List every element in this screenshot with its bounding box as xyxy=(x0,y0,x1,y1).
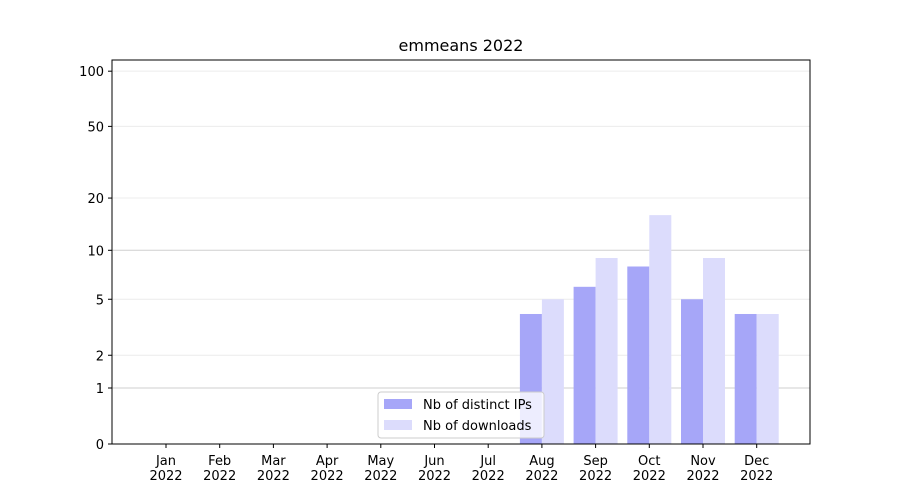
x-tick-label: Sep 2022 xyxy=(579,454,612,484)
x-tick-label: Jan 2022 xyxy=(149,454,182,484)
bar xyxy=(734,313,757,444)
y-tick-label: 2 xyxy=(96,349,104,364)
x-tick-label: Nov 2022 xyxy=(686,454,719,484)
x-tick-label: Dec 2022 xyxy=(740,454,773,484)
y-tick-label: 1 xyxy=(96,382,104,397)
y-tick-label: 5 xyxy=(96,293,104,308)
bar xyxy=(756,313,779,444)
bar xyxy=(703,257,725,444)
bar xyxy=(541,299,564,444)
bar xyxy=(681,299,703,444)
bar xyxy=(573,286,596,444)
legend-label: Nb of distinct IPs xyxy=(423,398,532,413)
plot-frame xyxy=(111,59,811,445)
bar xyxy=(649,215,672,444)
x-tick-label: Jun 2022 xyxy=(418,454,451,484)
legend-frame xyxy=(377,391,545,439)
legend-label: Nb of downloads xyxy=(423,419,532,434)
y-tick-label: 20 xyxy=(87,192,104,207)
y-tick-label: 50 xyxy=(87,120,104,135)
legend-swatch xyxy=(384,399,412,409)
x-tick-label: May 2022 xyxy=(364,454,397,484)
y-tick-label: 0 xyxy=(96,438,104,453)
y-tick-label: 10 xyxy=(87,244,104,259)
x-tick-label: Jul 2022 xyxy=(472,454,505,484)
x-tick-label: Apr 2022 xyxy=(311,454,344,484)
y-tick-label: 100 xyxy=(79,65,104,80)
chart-title: emmeans 2022 xyxy=(399,36,524,55)
x-tick-label: Oct 2022 xyxy=(633,454,666,484)
bar xyxy=(595,257,618,444)
legend: Nb of distinct IPs Nb of downloads xyxy=(377,391,545,439)
bar xyxy=(627,266,650,444)
x-tick-label: Aug 2022 xyxy=(525,454,558,484)
x-tick-label: Mar 2022 xyxy=(257,454,290,484)
legend-swatch xyxy=(384,420,412,430)
x-tick-label: Feb 2022 xyxy=(203,454,236,484)
